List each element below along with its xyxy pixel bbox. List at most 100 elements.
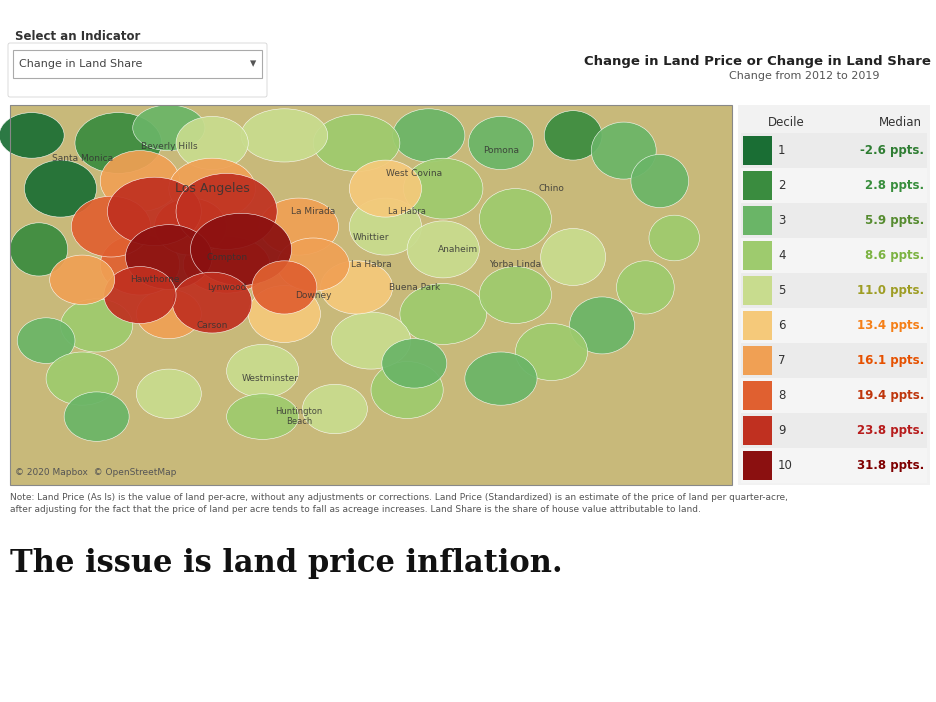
Text: La Habra: La Habra <box>388 207 426 216</box>
Text: Beverly Hills: Beverly Hills <box>140 143 197 152</box>
Ellipse shape <box>649 216 699 261</box>
Ellipse shape <box>227 345 299 397</box>
Ellipse shape <box>349 160 421 217</box>
Ellipse shape <box>0 112 65 158</box>
Text: 6: 6 <box>778 319 785 332</box>
Text: 5.9 ppts.: 5.9 ppts. <box>865 214 924 227</box>
Bar <box>741 343 927 378</box>
Text: La Mirada: La Mirada <box>291 207 335 216</box>
Ellipse shape <box>46 352 118 405</box>
Text: Westminster: Westminster <box>241 374 299 383</box>
Ellipse shape <box>617 261 674 314</box>
Text: Los Angeles: Los Angeles <box>175 182 250 195</box>
Text: Pomona: Pomona <box>483 146 519 155</box>
Bar <box>741 413 927 448</box>
Text: 9: 9 <box>778 424 785 437</box>
Ellipse shape <box>465 352 537 405</box>
Text: Lynwood: Lynwood <box>207 283 246 292</box>
FancyBboxPatch shape <box>8 43 267 97</box>
Bar <box>743 206 772 235</box>
Bar <box>741 133 927 168</box>
Text: Carson: Carson <box>197 321 227 330</box>
Text: Huntington
Beach: Huntington Beach <box>275 407 322 426</box>
Text: 3: 3 <box>778 214 785 227</box>
Bar <box>10 105 732 485</box>
Text: Compton: Compton <box>206 253 247 262</box>
Bar <box>741 308 927 343</box>
Bar <box>741 168 927 203</box>
Bar <box>743 276 772 305</box>
Ellipse shape <box>516 324 588 380</box>
Text: 8: 8 <box>778 389 785 402</box>
Text: 1: 1 <box>778 144 785 157</box>
Text: Whittier: Whittier <box>353 234 389 242</box>
Text: 4: 4 <box>778 249 785 262</box>
Text: Yorba Linda: Yorba Linda <box>490 260 541 269</box>
Text: Decile: Decile <box>768 117 804 129</box>
Text: 8.6 ppts.: 8.6 ppts. <box>865 249 924 262</box>
Ellipse shape <box>479 267 551 324</box>
Text: Downey: Downey <box>295 291 331 300</box>
Text: 31.8 ppts.: 31.8 ppts. <box>856 459 924 472</box>
Ellipse shape <box>172 272 252 333</box>
Ellipse shape <box>252 261 317 314</box>
Text: Change from 2012 to 2019: Change from 2012 to 2019 <box>729 71 879 81</box>
Ellipse shape <box>403 158 483 219</box>
Text: Buena Park: Buena Park <box>388 283 440 292</box>
Bar <box>743 136 772 165</box>
Ellipse shape <box>100 234 180 295</box>
Bar <box>743 171 772 200</box>
Ellipse shape <box>100 151 180 211</box>
Text: The issue is land price inflation.: The issue is land price inflation. <box>10 548 563 579</box>
Ellipse shape <box>469 117 534 170</box>
Text: 2.8 ppts.: 2.8 ppts. <box>865 179 924 192</box>
Ellipse shape <box>183 236 270 293</box>
Ellipse shape <box>50 255 115 305</box>
Ellipse shape <box>125 225 212 289</box>
Ellipse shape <box>24 160 96 217</box>
Bar <box>13 50 262 78</box>
Ellipse shape <box>176 173 277 249</box>
Ellipse shape <box>17 318 75 364</box>
Ellipse shape <box>248 286 320 343</box>
Bar <box>741 448 927 483</box>
Bar <box>741 203 927 238</box>
Ellipse shape <box>331 312 411 369</box>
Text: 23.8 ppts.: 23.8 ppts. <box>856 424 924 437</box>
Ellipse shape <box>544 111 602 160</box>
Text: Chino: Chino <box>538 184 564 193</box>
Bar <box>10 105 732 485</box>
Ellipse shape <box>227 394 299 439</box>
Text: Anaheim: Anaheim <box>437 245 477 254</box>
Ellipse shape <box>371 362 444 418</box>
Ellipse shape <box>168 158 256 219</box>
Ellipse shape <box>137 289 201 338</box>
Ellipse shape <box>61 299 133 352</box>
Ellipse shape <box>349 198 421 255</box>
Text: 10: 10 <box>778 459 793 472</box>
Ellipse shape <box>154 198 227 255</box>
Ellipse shape <box>382 338 446 388</box>
Bar <box>743 381 772 410</box>
Bar <box>743 346 772 375</box>
Text: 19.4 ppts.: 19.4 ppts. <box>856 389 924 402</box>
Text: West Covina: West Covina <box>387 169 443 178</box>
Ellipse shape <box>302 384 368 434</box>
Bar <box>741 273 927 308</box>
Ellipse shape <box>259 198 339 255</box>
Bar <box>743 311 772 340</box>
Ellipse shape <box>631 154 689 208</box>
Ellipse shape <box>10 223 67 276</box>
Ellipse shape <box>569 297 635 354</box>
Ellipse shape <box>277 238 349 291</box>
Ellipse shape <box>407 221 479 278</box>
Text: 5: 5 <box>778 284 785 297</box>
Bar <box>743 241 772 270</box>
Ellipse shape <box>137 369 201 418</box>
Text: La Habra: La Habra <box>351 260 391 269</box>
Text: 2: 2 <box>778 179 785 192</box>
Ellipse shape <box>104 267 176 324</box>
Text: Note: Land Price (As Is) is the value of land per-acre, without any adjustments : Note: Land Price (As Is) is the value of… <box>10 493 788 515</box>
Ellipse shape <box>541 228 606 286</box>
Text: Change in Land Share: Change in Land Share <box>19 59 142 69</box>
